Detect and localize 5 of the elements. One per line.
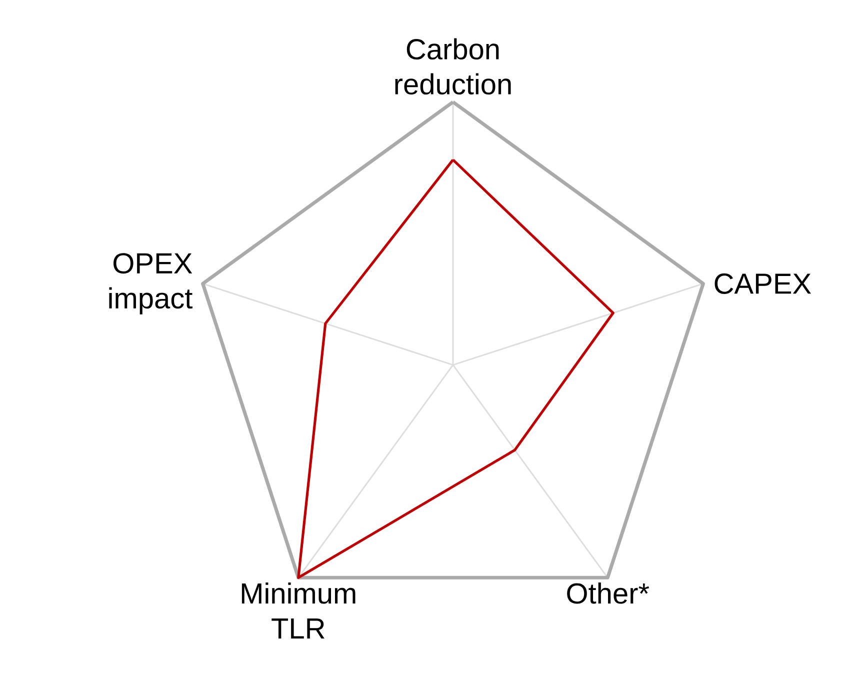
spoke-label: CAPEX [714,273,811,294]
spoke-label: OPEX impact [109,253,192,314]
spoke-label: Other* [567,582,650,604]
spoke-label: Minimum TLR [242,582,356,639]
spoke-label: Carbon reduction [395,38,511,95]
